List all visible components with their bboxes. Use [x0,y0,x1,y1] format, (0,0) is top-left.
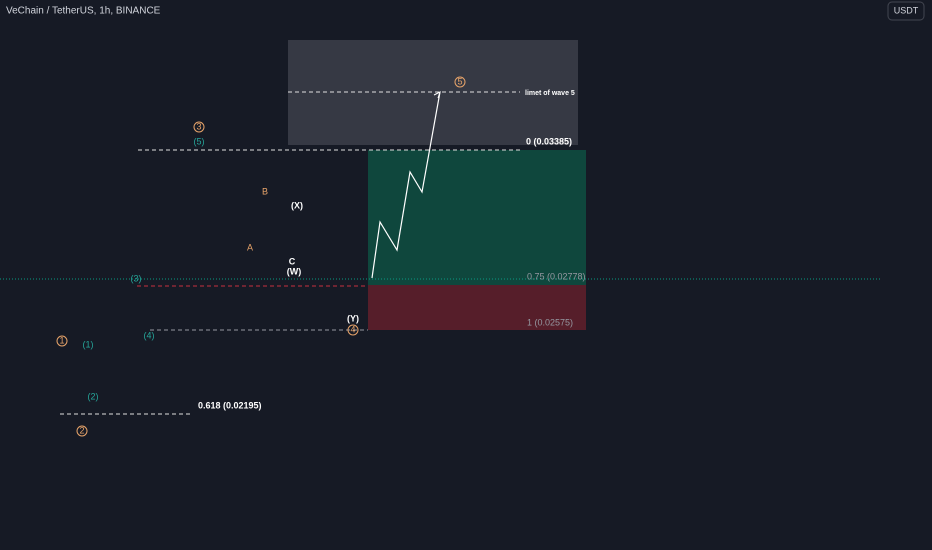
wave-label: C [289,256,296,266]
loss-zone [368,285,586,330]
circle [56,335,68,347]
fib-labels: 0 (0.03385) 0.75 (0.02778) 1 (0.02575) 0… [198,90,586,411]
wave-label: (1) [83,339,94,349]
fib-label: 1 (0.02575) [527,317,573,327]
profit-zone [368,150,586,285]
projection-path [371,91,441,279]
circle [347,324,359,336]
fib-label: limet of wave 5 [525,90,575,97]
fib-label: 0.618 (0.02195) [198,400,262,410]
wave-circle-label: 4 [350,324,355,334]
wave-label: B [262,186,268,196]
fib-label: 0.75 (0.02778) [527,271,586,281]
currency-button[interactable] [887,1,925,21]
wave-label: (X) [291,200,303,210]
circle [76,425,88,437]
wave-circle-label: 2 [79,425,84,435]
circle [193,121,205,133]
wave-label: (Y) [347,313,359,323]
circle [454,76,466,88]
chart-title: VeChain / TetherUS, 1h, BINANCE [6,6,161,17]
wave-label: (4) [144,330,155,340]
wave-label: A [247,242,253,252]
wave-circle-label: 3 [196,121,201,131]
target-box [288,40,578,145]
wave-circle-label: 5 [457,76,462,86]
wave-circles: 1 2 3 4 5 [56,76,466,437]
wave-circle-label: 1 [59,335,64,345]
wave-labels: (1) (2) (3) (4) (5) A B C (W) (X) (Y) [83,136,360,401]
arrow-head [433,91,441,99]
wave-label: (W) [287,266,302,276]
wave-label: (2) [88,391,99,401]
fib-label: 0 (0.03385) [526,136,572,146]
wave-label: (3) [131,273,142,283]
currency-label[interactable]: USDT [894,5,919,15]
wave-label: (5) [194,136,205,146]
